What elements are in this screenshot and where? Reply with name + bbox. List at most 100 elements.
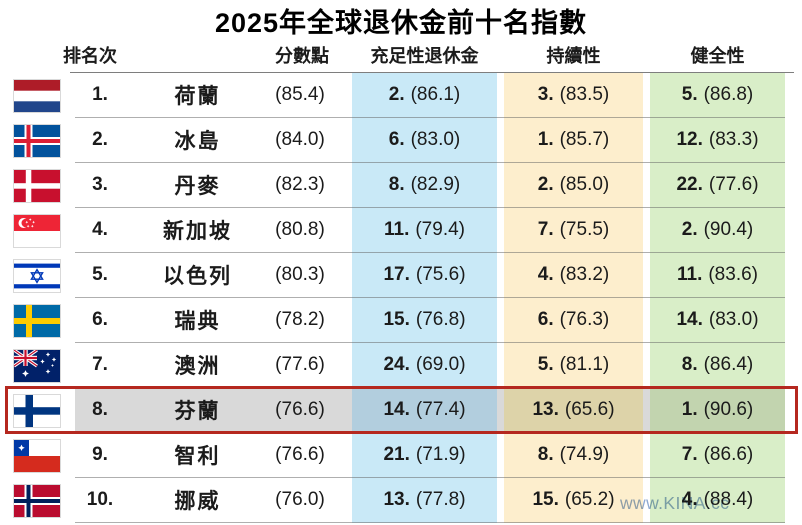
sustainability-score: (83.2) — [559, 264, 610, 285]
sustainability-score: (83.5) — [559, 84, 610, 105]
integrity-rank: 4. — [681, 489, 698, 510]
integrity-cell: 2. (90.4) — [650, 208, 785, 253]
sustainability-score: (85.0) — [559, 174, 610, 195]
sustainability-score: (65.2) — [564, 489, 615, 510]
sustainability-score: (85.7) — [559, 129, 610, 150]
column-gap — [643, 208, 650, 253]
sustainability-cell: 2. (85.0) — [504, 163, 643, 208]
country-name: 荷蘭 — [135, 73, 260, 118]
integrity-rank: 1. — [681, 399, 698, 420]
adequacy-rank: 24. — [383, 354, 410, 375]
adequacy-rank: 8. — [388, 174, 405, 195]
column-header-rank: 排名次 — [63, 46, 117, 66]
integrity-score: (86.4) — [703, 354, 754, 375]
overall-score: (77.6) — [260, 343, 352, 388]
rank-cell: 9. — [75, 433, 135, 478]
integrity-cell: 8. (86.4) — [650, 343, 785, 388]
watermark: www.KINA.cc — [620, 493, 730, 513]
table-row: 7. 澳洲 (77.6) 24. (69.0) 5. (81.1) 8. (86.4) — [0, 343, 802, 388]
rank-cell: 8. — [75, 388, 135, 433]
flag-chile-icon — [14, 439, 60, 472]
integrity-cell: 14. (83.0) — [650, 298, 785, 343]
overall-score: (80.3) — [260, 253, 352, 298]
right-margin — [785, 163, 802, 208]
table-header-row: 排名次 分數點 充足性退休金 持續性 健全性 — [0, 42, 802, 73]
adequacy-score: (71.9) — [415, 444, 466, 465]
column-gap — [497, 73, 504, 118]
column-gap — [497, 343, 504, 388]
table-row: 10. 挪威 (76.0) 13. (77.8) 15. (65.2) 4. (88.4) — [0, 478, 802, 523]
adequacy-rank: 2. — [388, 84, 405, 105]
adequacy-rank: 17. — [383, 264, 410, 285]
sustainability-rank: 6. — [537, 309, 554, 330]
adequacy-cell: 14. (77.4) — [352, 388, 497, 433]
rank-cell: 2. — [75, 118, 135, 163]
sustainability-score: (81.1) — [559, 354, 610, 375]
sustainability-rank: 13. — [532, 399, 559, 420]
sustainability-cell: 4. (83.2) — [504, 253, 643, 298]
integrity-cell: 7. (86.6) — [650, 433, 785, 478]
integrity-score: (83.0) — [708, 309, 759, 330]
right-margin — [785, 253, 802, 298]
column-gap — [643, 478, 650, 523]
flag-cell — [0, 478, 75, 523]
flag-israel-icon — [14, 259, 60, 292]
integrity-rank: 22. — [676, 174, 703, 195]
integrity-score: (83.6) — [708, 264, 758, 285]
rank-cell: 4. — [75, 208, 135, 253]
flag-denmark-icon — [14, 169, 60, 202]
adequacy-score: (75.6) — [415, 264, 466, 285]
adequacy-cell: 8. (82.9) — [352, 163, 497, 208]
country-name: 澳洲 — [135, 343, 260, 388]
column-gap — [497, 253, 504, 298]
integrity-score: (88.4) — [703, 489, 754, 510]
integrity-score: (86.8) — [703, 84, 754, 105]
table-row: 1. 荷蘭 (85.4) 2. (86.1) 3. (83.5) 5. (86.8) — [0, 73, 802, 118]
country-name: 冰島 — [135, 118, 260, 163]
integrity-cell: 11. (83.6) — [650, 253, 785, 298]
column-header-integrity: 健全性 — [690, 46, 745, 66]
header-underline — [70, 72, 794, 73]
table-row: 8. 芬蘭 (76.6) 14. (77.4) 13. (65.6) 1. (90.6) — [0, 386, 802, 434]
sustainability-score: (65.6) — [564, 399, 615, 420]
adequacy-cell: 11. (79.4) — [352, 208, 497, 253]
rank-cell: 5. — [75, 253, 135, 298]
column-gap — [643, 433, 650, 478]
column-gap — [497, 208, 504, 253]
sustainability-cell: 6. (76.3) — [504, 298, 643, 343]
rank-cell: 10. — [75, 478, 135, 523]
sustainability-cell: 5. (81.1) — [504, 343, 643, 388]
flag-cell — [0, 433, 75, 478]
overall-score: (76.6) — [260, 433, 352, 478]
integrity-score: (83.3) — [708, 129, 759, 150]
column-gap — [643, 298, 650, 343]
country-name: 新加坡 — [135, 208, 260, 253]
table-row: 5. 以色列 (80.3) 17. (75.6) 4. (83.2) 11. (83.6) — [0, 253, 802, 298]
sustainability-rank: 3. — [537, 84, 554, 105]
sustainability-rank: 5. — [537, 354, 554, 375]
overall-score: (80.8) — [260, 208, 352, 253]
right-margin — [785, 298, 802, 343]
column-gap — [497, 433, 504, 478]
integrity-cell: 5. (86.8) — [650, 73, 785, 118]
sustainability-rank: 4. — [537, 264, 554, 285]
column-gap — [643, 118, 650, 163]
table-body: 1. 荷蘭 (85.4) 2. (86.1) 3. (83.5) 5. (86.8) 2. 冰島 (8… — [0, 73, 802, 523]
adequacy-cell: 21. (71.9) — [352, 433, 497, 478]
sustainability-score: (76.3) — [559, 309, 610, 330]
column-header-sustainability: 持續性 — [546, 46, 601, 66]
flag-cell — [0, 343, 75, 388]
rank-cell: 7. — [75, 343, 135, 388]
flag-norway-icon — [14, 484, 60, 517]
sustainability-cell: 8. (74.9) — [504, 433, 643, 478]
adequacy-rank: 14. — [383, 399, 410, 420]
overall-score: (84.0) — [260, 118, 352, 163]
sustainability-cell: 13. (65.6) — [504, 388, 643, 433]
column-gap — [497, 478, 504, 523]
integrity-cell: 1. (90.6) — [650, 388, 785, 433]
column-header-score: 分數點 — [275, 46, 329, 66]
right-margin — [785, 73, 802, 118]
flag-australia-icon — [14, 349, 60, 382]
sustainability-score: (74.9) — [559, 444, 610, 465]
